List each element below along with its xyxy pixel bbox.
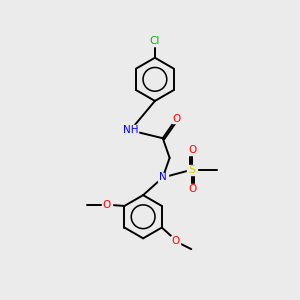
Text: Cl: Cl [150, 36, 160, 46]
Text: NH: NH [123, 125, 138, 135]
Text: O: O [103, 200, 111, 210]
Text: N: N [159, 172, 166, 182]
Text: O: O [188, 145, 196, 155]
Bar [187, 165, 197, 175]
Bar [187, 184, 197, 194]
Text: O: O [188, 184, 196, 194]
Text: S: S [189, 165, 196, 175]
Text: O: O [171, 236, 180, 246]
Bar [122, 125, 138, 135]
Bar [158, 172, 168, 182]
Bar [171, 236, 181, 246]
Bar [187, 145, 197, 155]
Bar [172, 114, 182, 124]
Bar [102, 200, 112, 210]
Text: O: O [172, 114, 181, 124]
